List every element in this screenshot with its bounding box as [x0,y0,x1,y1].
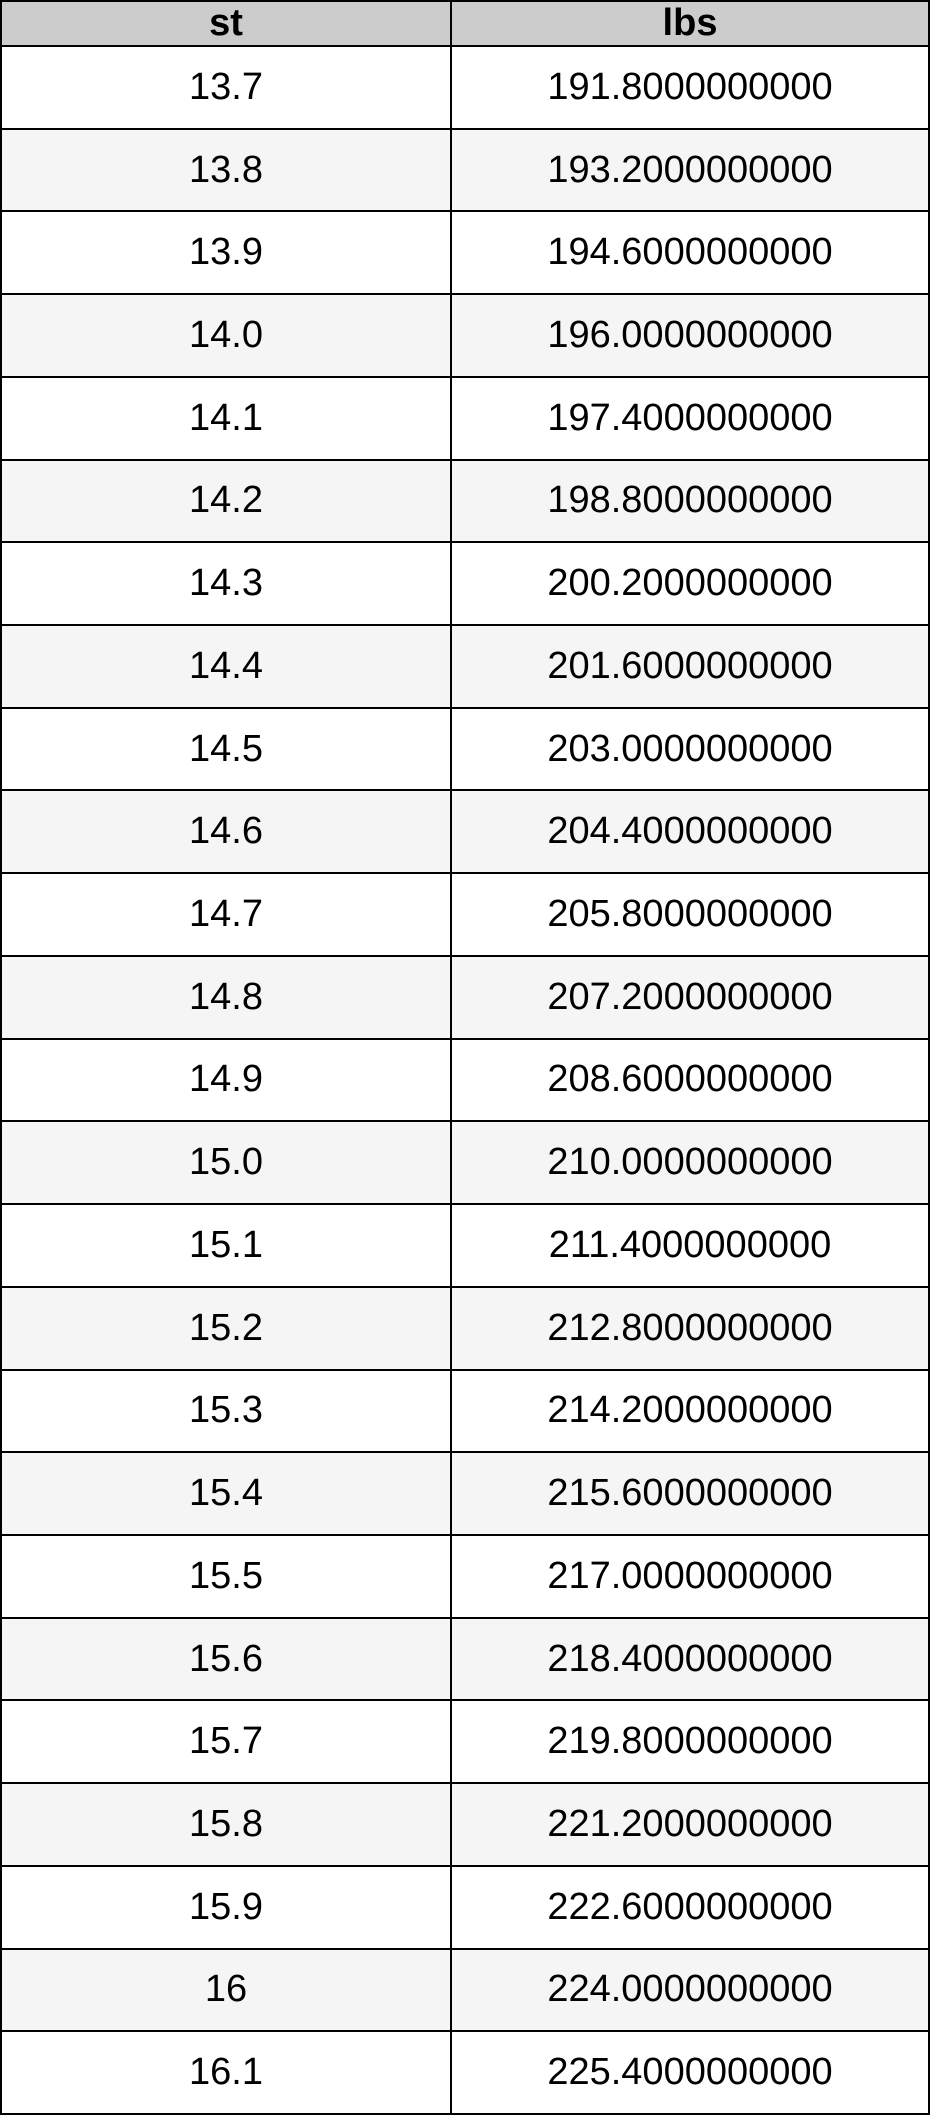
cell: 219.8000000000 [450,1699,930,1785]
cell: 15.6 [0,1616,452,1702]
cell: 13.7 [0,45,452,130]
row: 14.7 205.8000000000 [0,872,930,957]
cell: 211.4000000000 [450,1203,930,1288]
row: 13.7 191.8000000000 [0,45,930,130]
cell: 15.5 [0,1533,452,1619]
cell: 191.8000000000 [450,45,930,130]
cell: 13.8 [0,127,452,213]
cell: 210.0000000000 [450,1120,930,1206]
cell: 198.8000000000 [450,458,930,544]
cell: 14.2 [0,458,452,544]
row: 15.1 211.4000000000 [0,1203,930,1288]
cell: 15.4 [0,1451,452,1536]
cell: 15.9 [0,1864,452,1950]
row: 15.5 217.0000000000 [0,1533,930,1619]
cell: 16 [0,1947,452,2033]
cell: 200.2000000000 [450,541,930,627]
cell: 14.3 [0,541,452,627]
row: 15.8 221.2000000000 [0,1782,930,1867]
row: 15.6 218.4000000000 [0,1616,930,1702]
header-cell: st [0,0,452,47]
cell: 193.2000000000 [450,127,930,213]
row: 14.3 200.2000000000 [0,541,930,627]
cell: 203.0000000000 [450,706,930,792]
row: 15.0 210.0000000000 [0,1120,930,1206]
row: 14.2 198.8000000000 [0,458,930,544]
row: 13.8 193.2000000000 [0,127,930,213]
cell: 224.0000000000 [450,1947,930,2033]
cell: 205.8000000000 [450,872,930,957]
row: 15.7 219.8000000000 [0,1699,930,1785]
header-cell: lbs [450,0,930,47]
cell: 14.9 [0,1037,452,1123]
cell: 14.6 [0,789,452,875]
cell: 15.1 [0,1203,452,1288]
cell: 14.0 [0,293,452,378]
cell: 194.6000000000 [450,210,930,296]
row: 15.9 222.6000000000 [0,1864,930,1950]
cell: 15.3 [0,1368,452,1454]
cell: 225.4000000000 [450,2030,930,2115]
row: 15.4 215.6000000000 [0,1451,930,1536]
cell: 201.6000000000 [450,624,930,709]
cell: 212.8000000000 [450,1285,930,1371]
cell: 15.0 [0,1120,452,1206]
cell: 15.7 [0,1699,452,1785]
row: 14.5 203.0000000000 [0,706,930,792]
cell: 218.4000000000 [450,1616,930,1702]
cell: 14.7 [0,872,452,957]
row: 14.1 197.4000000000 [0,375,930,461]
cell: 208.6000000000 [450,1037,930,1123]
cell: 215.6000000000 [450,1451,930,1536]
cell: 196.0000000000 [450,293,930,378]
row: 16.1 225.4000000000 [0,2030,930,2115]
row: 14.0 196.0000000000 [0,293,930,378]
cell: 221.2000000000 [450,1782,930,1867]
row: 16 224.0000000000 [0,1947,930,2033]
row: 13.9 194.6000000000 [0,210,930,296]
cell: 14.4 [0,624,452,709]
cell: 16.1 [0,2030,452,2115]
cell: 214.2000000000 [450,1368,930,1454]
cell: 13.9 [0,210,452,296]
cell: 197.4000000000 [450,375,930,461]
cell: 15.8 [0,1782,452,1867]
cell: 204.4000000000 [450,789,930,875]
row: 14.6 204.4000000000 [0,789,930,875]
cell: 14.8 [0,954,452,1040]
cell: 15.2 [0,1285,452,1371]
cell: 14.5 [0,706,452,792]
cell: 207.2000000000 [450,954,930,1040]
row: 15.2 212.8000000000 [0,1285,930,1371]
cell: 222.6000000000 [450,1864,930,1950]
row: 14.9 208.6000000000 [0,1037,930,1123]
header-row: st lbs [0,0,930,47]
row: 14.8 207.2000000000 [0,954,930,1040]
cell: 14.1 [0,375,452,461]
row: 15.3 214.2000000000 [0,1368,930,1454]
cell: 217.0000000000 [450,1533,930,1619]
row: 14.4 201.6000000000 [0,624,930,709]
